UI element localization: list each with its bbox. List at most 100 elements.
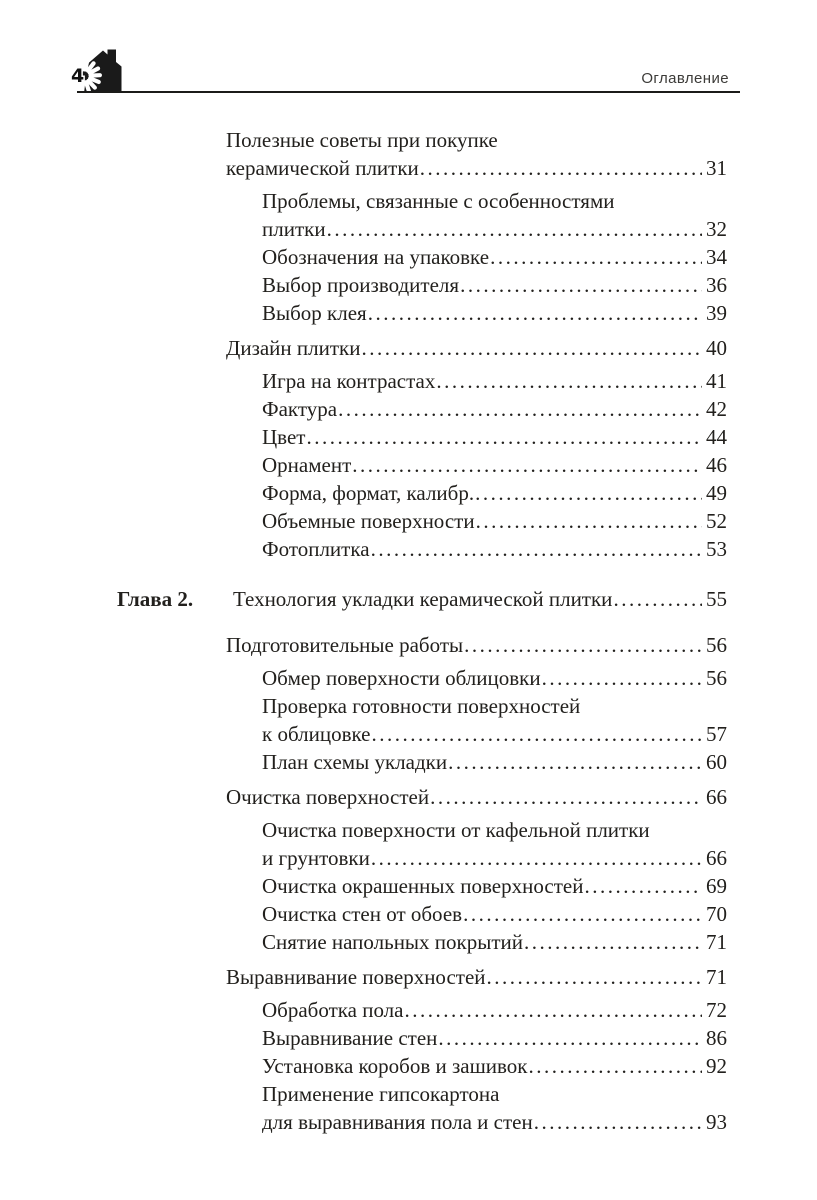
toc-entry: Полезные советы при покупке керамической … bbox=[226, 126, 727, 182]
dot-leader bbox=[404, 996, 702, 1024]
toc-entry: Игра на контрастах 41 bbox=[262, 367, 727, 395]
toc-entry-line: Выбор клея 39 bbox=[262, 299, 727, 327]
toc-entry-body: Полезные советы при покупке керамической … bbox=[226, 126, 727, 182]
dot-leader bbox=[436, 367, 702, 395]
toc-entry-body: План схемы укладки 60 bbox=[262, 748, 727, 776]
toc-entry: Форма, формат, калибр. 49 bbox=[262, 479, 727, 507]
house-tile-fan-icon: 4 bbox=[70, 49, 122, 94]
toc-entry-title: Фактура bbox=[262, 397, 338, 421]
toc-entry-line: Цвет 44 bbox=[262, 423, 727, 451]
toc-entry-body: Обозначения на упаковке 34 bbox=[262, 243, 727, 271]
toc-page-number: 86 bbox=[706, 1026, 727, 1050]
toc-entry-line: Технология укладки керамической плитки 55 bbox=[233, 585, 727, 613]
dot-leader bbox=[368, 299, 702, 327]
toc-entry-title: Выравнивание стен bbox=[262, 1026, 438, 1050]
toc-entry-title: Очистка поверхностей bbox=[226, 785, 430, 809]
toc-entry-title: Выравнивание поверхностей bbox=[226, 965, 486, 989]
toc-page-number: 66 bbox=[706, 785, 727, 809]
toc-entry: Очистка поверхностей 66 bbox=[226, 783, 727, 811]
toc-entry-line: Обмер поверхности облицовки 56 bbox=[262, 664, 727, 692]
toc-entry: Обмер поверхности облицовки 56 bbox=[262, 664, 727, 692]
toc-entry: Проверка готовности поверхностей к облицо… bbox=[262, 692, 727, 748]
toc-page-number: 52 bbox=[706, 509, 727, 533]
dot-leader bbox=[306, 423, 702, 451]
toc-entry-line: Подготовительные работы 56 bbox=[226, 631, 727, 659]
toc-page-number: 69 bbox=[706, 874, 727, 898]
dot-leader bbox=[487, 963, 702, 991]
toc-entry-body: Обработка пола 72 bbox=[262, 996, 727, 1024]
toc-entry-line: Выравнивание поверхностей 71 bbox=[226, 963, 727, 991]
toc-entry: Применение гипсокартона для выравнивания … bbox=[262, 1080, 727, 1136]
toc-entry-line: Форма, формат, калибр. 49 bbox=[262, 479, 727, 507]
toc-entry-line: Проверка готовности поверхностей bbox=[262, 692, 727, 720]
dot-leader bbox=[438, 1024, 702, 1052]
dot-leader bbox=[463, 900, 702, 928]
toc-entry-body: Дизайн плитки 40 bbox=[226, 334, 727, 362]
toc-entry-body: Игра на контрастах 41 bbox=[262, 367, 727, 395]
toc-entry-title: Орнамент bbox=[262, 453, 352, 477]
toc-entry-body: Орнамент 46 bbox=[262, 451, 727, 479]
toc-entry-line: керамической плитки 31 bbox=[226, 154, 727, 182]
toc-entry: Орнамент 46 bbox=[262, 451, 727, 479]
toc-entry-title: Цвет bbox=[262, 425, 306, 449]
toc-entry-line: Проблемы, связанные с особенностями bbox=[262, 187, 727, 215]
toc-entry: Фотоплитка 53 bbox=[262, 535, 727, 563]
toc-entry-line: для выравнивания пола и стен 93 bbox=[262, 1108, 727, 1136]
toc-entry-body: Снятие напольных покрытий 71 bbox=[262, 928, 727, 956]
toc-entry-title: Игра на контрастах bbox=[262, 369, 436, 393]
dot-leader bbox=[372, 720, 703, 748]
toc-entry-title: Проблемы, связанные с особенностями bbox=[262, 189, 615, 213]
toc-entry-line: Выравнивание стен 86 bbox=[262, 1024, 727, 1052]
toc-entry: Обработка пола 72 bbox=[262, 996, 727, 1024]
toc-entry-title: Очистка поверхности от кафельной плитки bbox=[262, 818, 650, 842]
dot-leader bbox=[430, 783, 702, 811]
toc-entry-body: Фактура 42 bbox=[262, 395, 727, 423]
toc-entry: Выравнивание поверхностей 71 bbox=[226, 963, 727, 991]
toc-entry-title: Дизайн плитки bbox=[226, 336, 361, 360]
toc-entry-body: Очистка поверхности от кафельной плитки и… bbox=[262, 816, 727, 872]
toc-page-number: 49 bbox=[706, 481, 727, 505]
toc-entry-line: План схемы укладки 60 bbox=[262, 748, 727, 776]
toc-entry-body: Применение гипсокартона для выравнивания … bbox=[262, 1080, 727, 1136]
toc-page-number: 57 bbox=[706, 722, 727, 746]
toc-entry-line: Установка коробов и зашивок 92 bbox=[262, 1052, 727, 1080]
toc-entry-title: к облицовке bbox=[262, 722, 371, 746]
toc-page-number: 60 bbox=[706, 750, 727, 774]
toc-entry-title: Обмер поверхности облицовки bbox=[262, 666, 541, 690]
toc-entry-line: Дизайн плитки 40 bbox=[226, 334, 727, 362]
toc-entry-line: Выбор производителя 36 bbox=[262, 271, 727, 299]
toc-entry: План схемы укладки 60 bbox=[262, 748, 727, 776]
toc-entry-title: Применение гипсокартона bbox=[262, 1082, 500, 1106]
toc-entry-line: Снятие напольных покрытий 71 bbox=[262, 928, 727, 956]
toc-entry-title: План схемы укладки bbox=[262, 750, 448, 774]
toc-entry-line: Игра на контрастах 41 bbox=[262, 367, 727, 395]
toc-entry-title: и грунтовки bbox=[262, 846, 370, 870]
toc-entry: Цвет 44 bbox=[262, 423, 727, 451]
toc-entry-title: плитки bbox=[262, 217, 326, 241]
toc-entry-title: Установка коробов и зашивок bbox=[262, 1054, 528, 1078]
toc-entry: Проблемы, связанные с особенностями плитк… bbox=[262, 187, 727, 243]
toc-page-number: 71 bbox=[706, 965, 727, 989]
toc-page-number: 32 bbox=[706, 217, 727, 241]
toc-entry-title: Обработка пола bbox=[262, 998, 404, 1022]
dot-leader bbox=[542, 664, 702, 692]
toc-entry-title: Выбор производителя bbox=[262, 273, 460, 297]
dot-leader bbox=[529, 1052, 702, 1080]
toc-page-number: 56 bbox=[706, 666, 727, 690]
toc-entry-title: для выравнивания пола и стен bbox=[262, 1110, 533, 1134]
toc-entry-title: Объемные поверхности bbox=[262, 509, 475, 533]
dot-leader bbox=[371, 844, 702, 872]
toc-page-number: 34 bbox=[706, 245, 727, 269]
toc-entry-body: Объемные поверхности 52 bbox=[262, 507, 727, 535]
dot-leader bbox=[476, 507, 702, 535]
toc-entry: Установка коробов и зашивок 92 bbox=[262, 1052, 727, 1080]
toc-entry: Выбор производителя 36 bbox=[262, 271, 727, 299]
toc-entry-line: Обозначения на упаковке 34 bbox=[262, 243, 727, 271]
toc-entry-line: Очистка стен от обоев 70 bbox=[262, 900, 727, 928]
toc-page-number: 46 bbox=[706, 453, 727, 477]
dot-leader bbox=[448, 748, 702, 776]
toc-entry-body: Обмер поверхности облицовки 56 bbox=[262, 664, 727, 692]
toc-entry-line: и грунтовки 66 bbox=[262, 844, 727, 872]
toc-entry-line: Очистка окрашенных поверхностей 69 bbox=[262, 872, 727, 900]
toc-entry-body: Подготовительные работы 56 bbox=[226, 631, 727, 659]
